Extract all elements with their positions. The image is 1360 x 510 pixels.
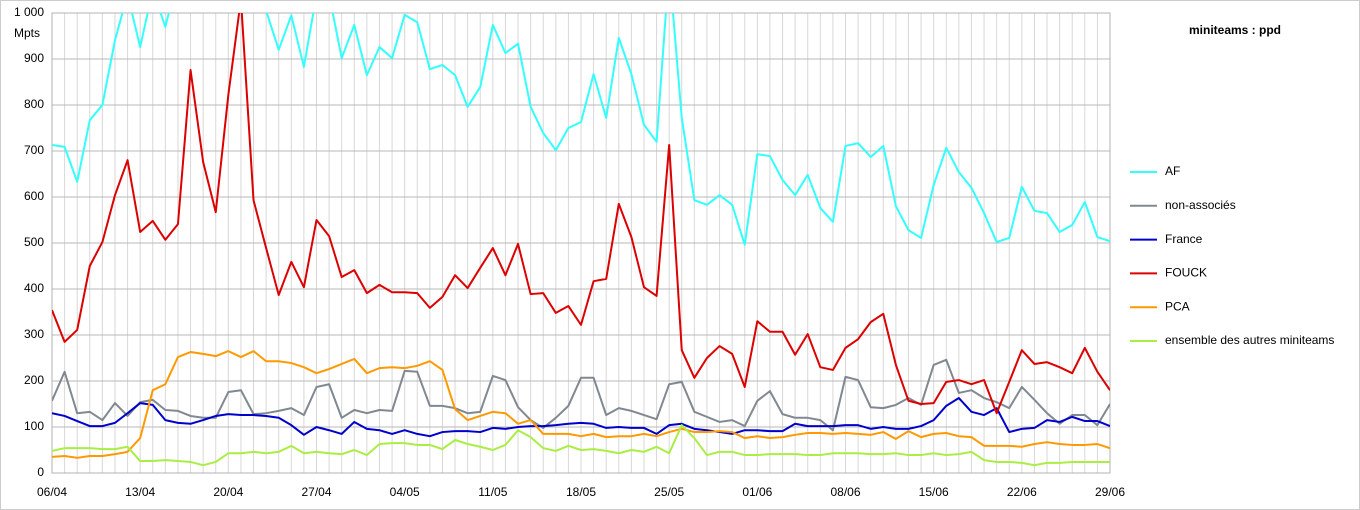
x-tick-label: 22/06 (1007, 485, 1037, 499)
legend-label: FOUCK (1165, 266, 1207, 280)
x-tick-label: 04/05 (390, 485, 420, 499)
y-tick-label: 100 (24, 419, 44, 433)
x-tick-label: 29/06 (1095, 485, 1125, 499)
x-tick-label: 08/06 (830, 485, 860, 499)
series-line (52, 424, 1110, 467)
y-tick-label: 900 (24, 51, 44, 65)
legend-label: AF (1165, 164, 1180, 178)
legend-label: France (1165, 232, 1203, 246)
x-tick-label: 20/04 (213, 485, 243, 499)
y-axis-label: Mpts (14, 26, 40, 40)
y-tick-label: 700 (24, 143, 44, 157)
y-tick-label: 600 (24, 189, 44, 203)
series-line (52, 13, 1110, 415)
x-tick-label: 11/05 (478, 485, 507, 499)
x-tick-label: 27/04 (301, 485, 331, 499)
legend-label: ensemble des autres miniteams (1165, 333, 1334, 347)
series-line (52, 358, 1110, 432)
x-tick-label: 25/05 (654, 485, 684, 499)
y-tick-label: 200 (24, 373, 44, 387)
series-line (52, 350, 1110, 459)
x-tick-label: 01/06 (742, 485, 772, 499)
grid (51, 12, 1111, 474)
y-tick-label: 500 (24, 235, 44, 249)
y-tick-label: 1 000 (14, 5, 44, 19)
y-tick-label: 300 (24, 327, 44, 341)
series-line (52, 13, 1110, 246)
y-tick-label: 400 (24, 281, 44, 295)
legend-label: non-associés (1165, 198, 1236, 212)
y-tick-label: 800 (24, 97, 44, 111)
x-tick-label: 18/05 (566, 485, 596, 499)
plot-frame (51, 12, 1111, 474)
y-tick-label: 0 (37, 465, 44, 479)
series-line (52, 397, 1110, 438)
x-tick-label: 06/04 (37, 485, 67, 499)
x-tick-label: 15/06 (919, 485, 949, 499)
legend-label: PCA (1165, 299, 1190, 313)
x-tick-label: 13/04 (125, 485, 155, 499)
chart-title: miniteams : ppd (1189, 23, 1281, 37)
lines (52, 13, 1110, 467)
